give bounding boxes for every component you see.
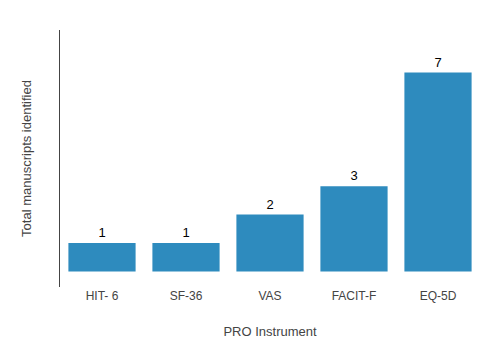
svg-text:SF-36: SF-36 — [170, 289, 203, 303]
svg-text:1: 1 — [182, 225, 189, 240]
svg-text:2: 2 — [266, 197, 273, 212]
svg-text:Total manuscripts identified: Total manuscripts identified — [19, 80, 34, 237]
svg-text:FACIT-F: FACIT-F — [332, 289, 377, 303]
svg-text:7: 7 — [434, 55, 441, 70]
svg-text:EQ-5D: EQ-5D — [420, 289, 457, 303]
svg-text:3: 3 — [350, 168, 357, 183]
svg-text:VAS: VAS — [258, 289, 281, 303]
svg-text:PRO Instrument: PRO Instrument — [223, 324, 317, 339]
svg-text:1: 1 — [98, 225, 105, 240]
svg-text:HIT- 6: HIT- 6 — [86, 289, 119, 303]
